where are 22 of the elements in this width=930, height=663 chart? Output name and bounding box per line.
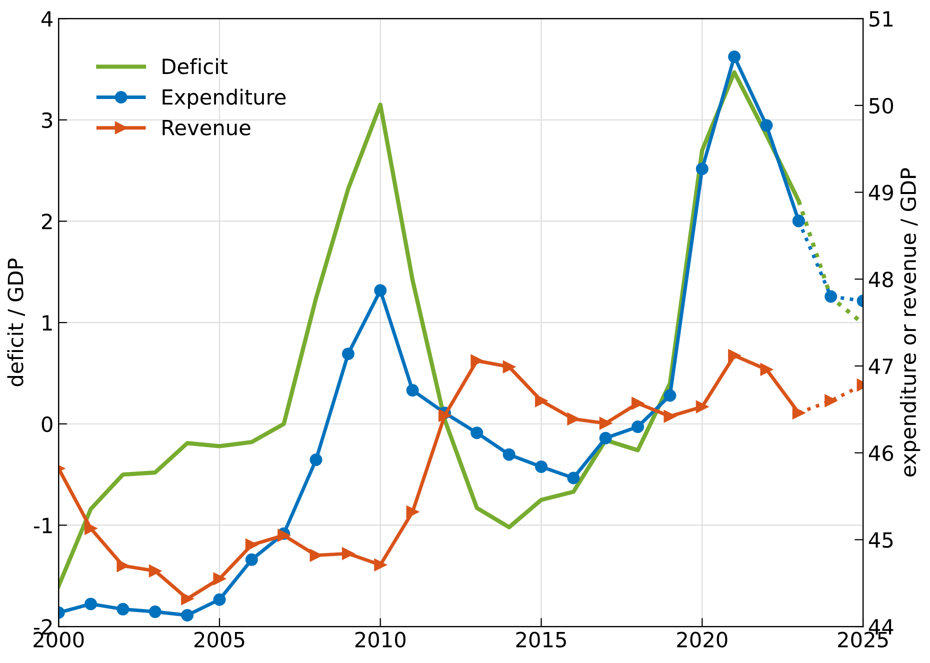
legend-label: Expenditure — [162, 88, 286, 109]
x-tick-label: 2015 — [516, 632, 566, 648]
y2-tick-label: 46 — [868, 445, 894, 462]
x-tick-label: 2020 — [677, 632, 728, 648]
y2-tick-label: 50 — [870, 98, 894, 114]
x-tick-label: 2010 — [355, 632, 406, 648]
y2-tick-label: 51 — [870, 11, 892, 27]
y-tick-label: 3 — [42, 112, 52, 128]
y-tick-label: -1 — [34, 518, 52, 534]
y2-tick-label: 45 — [868, 532, 893, 548]
y2-axis-title: expenditure or revenue / GDP — [900, 168, 920, 476]
y-tick-label: 1 — [42, 315, 52, 330]
legend-label: Revenue — [162, 120, 250, 136]
y2-tick-label: 47 — [868, 358, 893, 374]
legend-label: Deficit — [162, 58, 228, 74]
y2-tick-label: 48 — [868, 272, 893, 288]
y-tick-label: 0 — [42, 416, 52, 432]
y-axis-title: deficit / GDP — [7, 258, 26, 386]
y-tick-label: 4 — [41, 11, 53, 26]
y-tick-label: 2 — [42, 214, 52, 230]
x-tick-label: 2005 — [194, 632, 244, 648]
y2-tick-label: 49 — [868, 184, 893, 200]
